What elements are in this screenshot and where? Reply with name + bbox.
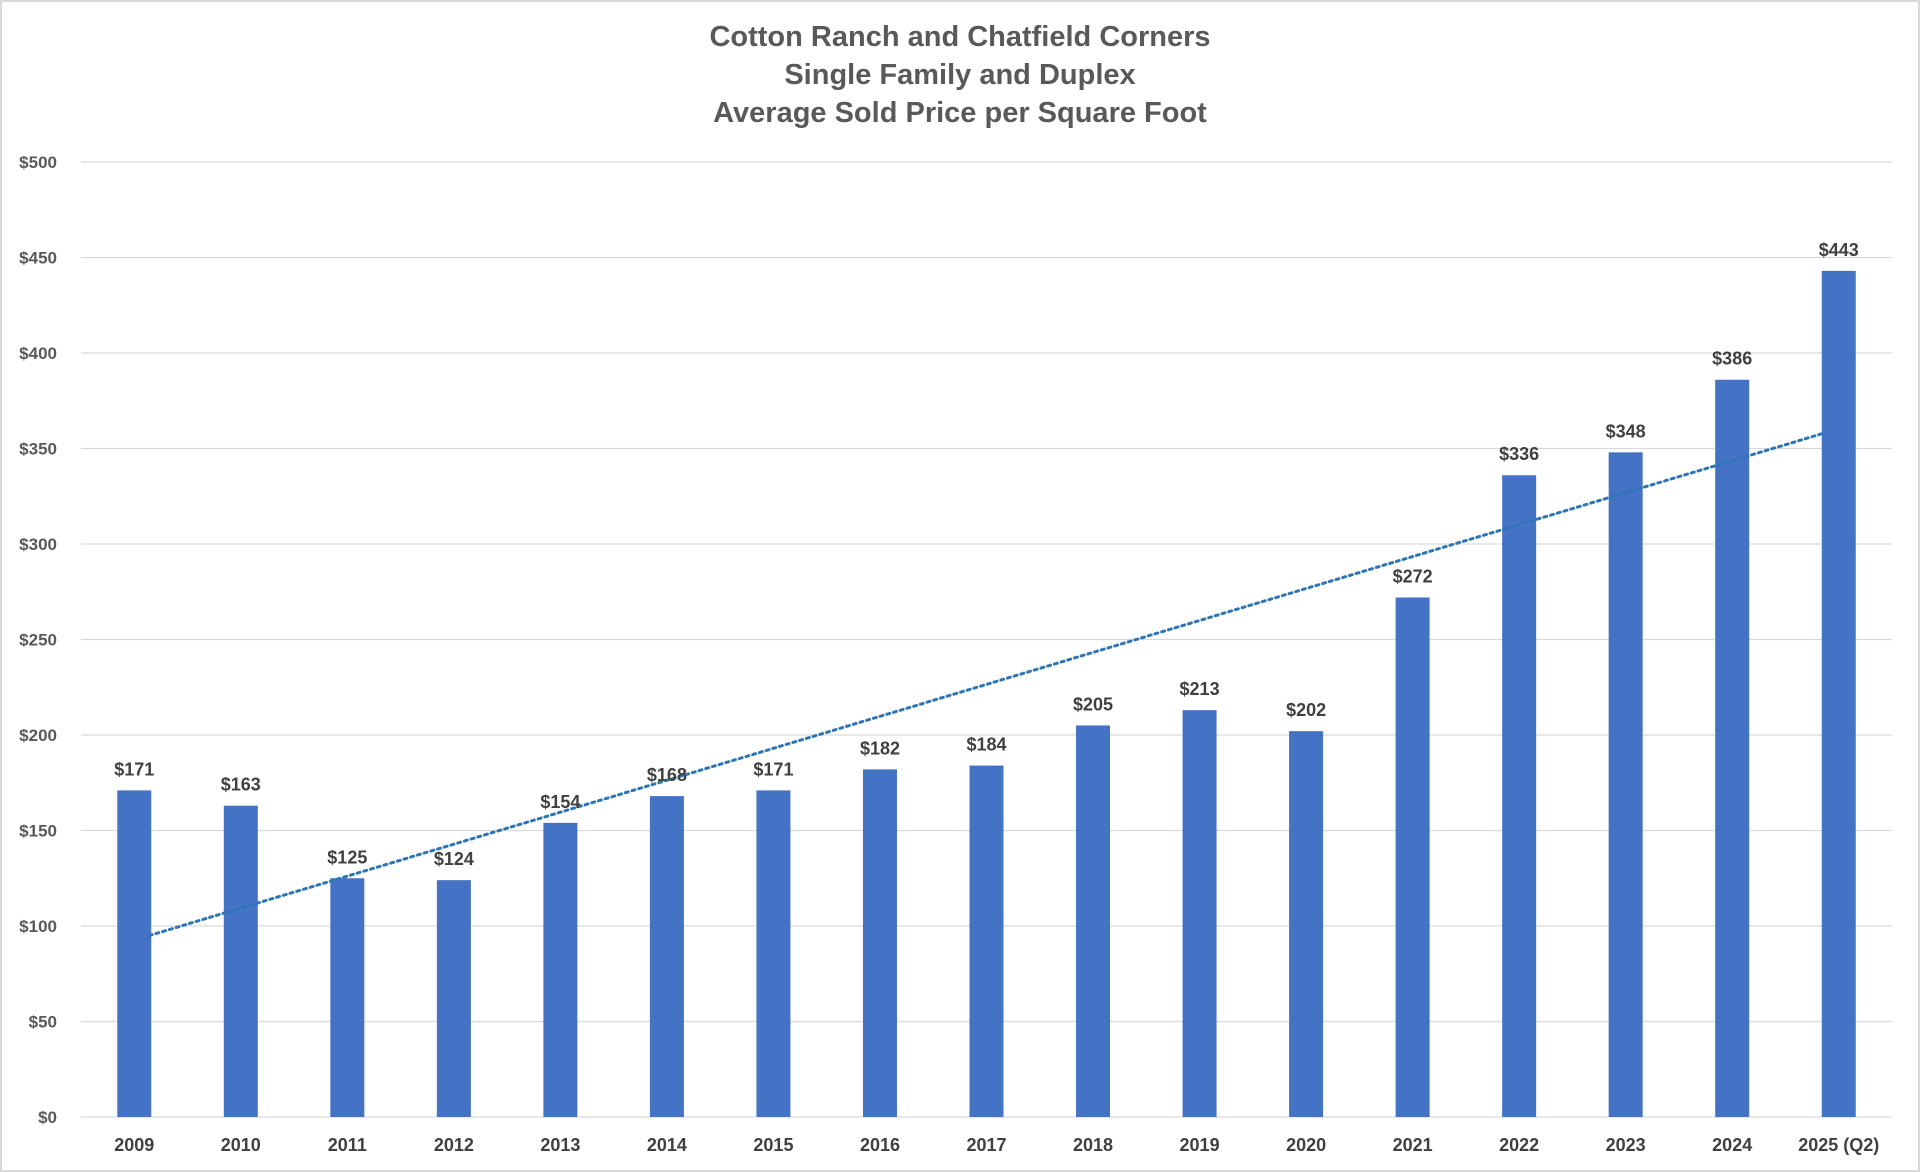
- x-tick-label: 2009: [114, 1135, 154, 1155]
- x-tick-label: 2022: [1499, 1135, 1539, 1155]
- x-tick-label: 2021: [1393, 1135, 1433, 1155]
- data-label: $272: [1393, 566, 1433, 586]
- y-tick-label: $50: [29, 1013, 57, 1032]
- data-label: $171: [114, 759, 154, 779]
- bar-2021: [1395, 597, 1430, 1117]
- bar-2024: [1715, 379, 1750, 1117]
- bar-2011: [330, 878, 365, 1117]
- x-tick-label: 2014: [647, 1135, 687, 1155]
- trendline: [147, 431, 1826, 938]
- data-labels: $171 $163 $125 $124 $154 $168 $171 $182 $184 $205…: [114, 240, 1859, 869]
- x-tick-label: 2019: [1180, 1135, 1220, 1155]
- data-label: $171: [753, 759, 793, 779]
- y-tick-label: $0: [38, 1108, 57, 1127]
- data-label: $124: [434, 849, 474, 869]
- data-label: $386: [1712, 349, 1752, 369]
- bar-2022: [1502, 475, 1537, 1117]
- data-label: $336: [1499, 444, 1539, 464]
- chart-title: Cotton Ranch and Chatfield Corners Singl…: [0, 18, 1920, 132]
- bar-2023: [1608, 452, 1643, 1117]
- data-label: $168: [647, 765, 687, 785]
- bar-2013: [543, 822, 578, 1117]
- y-tick-label: $100: [19, 917, 57, 936]
- bar-series: [117, 270, 1856, 1117]
- y-tick-label: $450: [19, 249, 57, 268]
- y-tick-label: $200: [19, 726, 57, 745]
- y-tick-label: $350: [19, 440, 57, 459]
- x-tick-label: 2013: [540, 1135, 580, 1155]
- x-axis-tick-labels: 2009 2010 2011 2012 2013 2014 2015 2016 2017 2018…: [114, 1135, 1879, 1155]
- x-tick-label: 2011: [328, 1135, 367, 1155]
- bar-2012: [436, 880, 471, 1117]
- x-tick-label: 2024: [1712, 1135, 1752, 1155]
- data-label: $443: [1819, 240, 1859, 260]
- bar-2025-Q2: [1821, 270, 1856, 1117]
- bar-2015: [756, 790, 791, 1117]
- data-label: $154: [540, 792, 580, 812]
- bar-2010: [223, 805, 258, 1117]
- y-tick-label: $300: [19, 535, 57, 554]
- x-tick-label: 2015: [753, 1135, 793, 1155]
- y-tick-label: $150: [19, 822, 57, 841]
- bar-2014: [649, 796, 684, 1117]
- data-label: $348: [1606, 421, 1646, 441]
- bar-2016: [862, 769, 897, 1117]
- x-tick-label: 2025 (Q2): [1798, 1135, 1879, 1155]
- trendline-layer: [147, 431, 1826, 938]
- data-label: $163: [221, 775, 261, 795]
- bar-2018: [1076, 725, 1111, 1117]
- x-tick-label: 2010: [221, 1135, 261, 1155]
- bar-2020: [1289, 731, 1324, 1117]
- chart-title-line-3: Average Sold Price per Square Foot: [713, 97, 1207, 129]
- chart-title-line-2: Single Family and Duplex: [784, 59, 1136, 91]
- x-tick-label: 2020: [1286, 1135, 1326, 1155]
- bar-2017: [969, 765, 1004, 1117]
- data-label: $202: [1286, 700, 1326, 720]
- x-tick-label: 2018: [1073, 1135, 1113, 1155]
- x-tick-label: 2012: [434, 1135, 474, 1155]
- data-label: $125: [327, 847, 367, 867]
- x-tick-label: 2023: [1606, 1135, 1646, 1155]
- data-label: $205: [1073, 694, 1113, 714]
- x-tick-label: 2016: [860, 1135, 900, 1155]
- bar-2009: [117, 790, 152, 1117]
- y-tick-label: $400: [19, 344, 57, 363]
- bar-2019: [1182, 710, 1217, 1117]
- y-axis-tick-labels: $0 $50 $100 $150 $200 $250 $300 $350 $400 $450 $50…: [19, 153, 57, 1127]
- data-label: $182: [860, 738, 900, 758]
- data-label: $213: [1180, 679, 1220, 699]
- y-tick-label: $500: [19, 153, 57, 172]
- x-tick-label: 2017: [966, 1135, 1006, 1155]
- y-tick-label: $250: [19, 631, 57, 650]
- chart-title-line-1: Cotton Ranch and Chatfield Corners: [709, 21, 1211, 53]
- data-label: $184: [966, 735, 1006, 755]
